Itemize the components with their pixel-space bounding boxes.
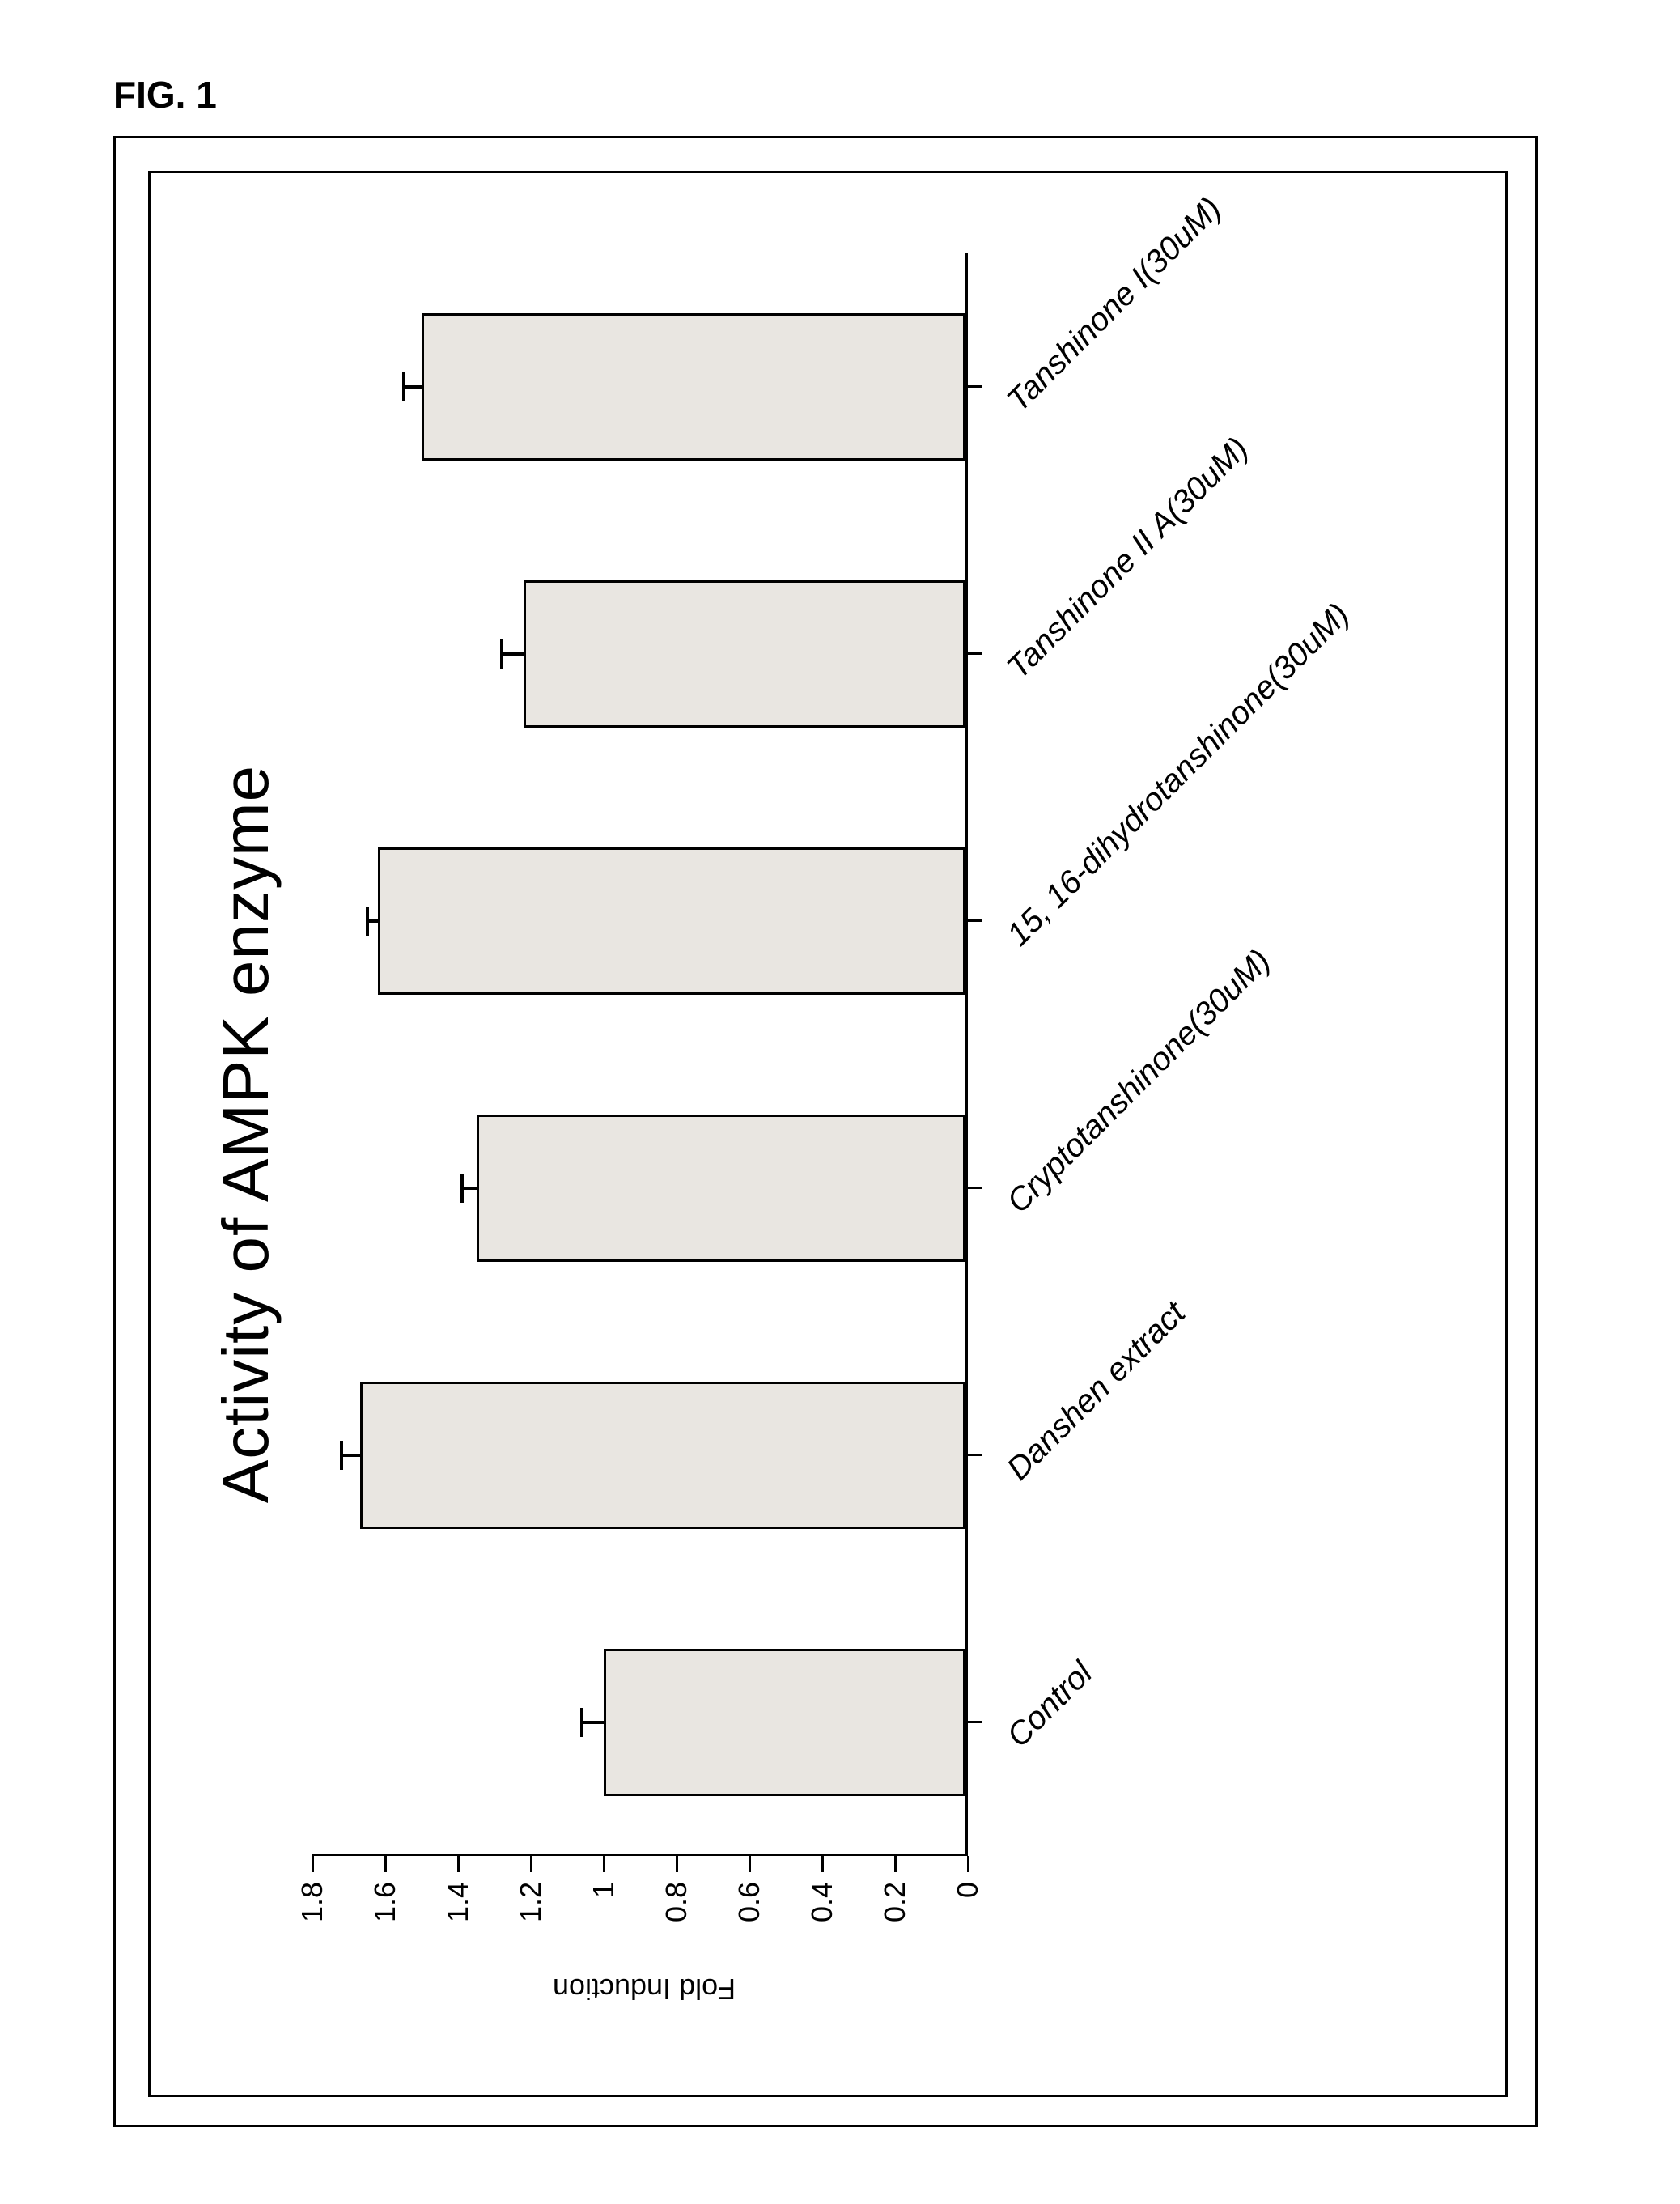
x-tick-label: Danshen extract xyxy=(1000,1295,1193,1488)
inner-border: Activity of AMPK enzyme Fold Induction 0… xyxy=(148,171,1508,2097)
error-bar-stem xyxy=(502,652,524,656)
y-axis-label: Fold Induction xyxy=(553,1972,736,2006)
x-tick xyxy=(965,1454,982,1456)
x-tick-label: Tanshinone I(30uM) xyxy=(1000,190,1228,418)
error-bar-cap xyxy=(340,1441,343,1470)
y-tick-label: 0.2 xyxy=(878,1882,912,1979)
error-bar-stem xyxy=(462,1187,477,1190)
x-tick xyxy=(965,652,982,655)
x-tick xyxy=(965,1187,982,1189)
x-tick-label: Control xyxy=(1000,1655,1100,1755)
y-tick xyxy=(384,1856,387,1872)
chart-title: Activity of AMPK enzyme xyxy=(209,173,283,2095)
y-tick xyxy=(312,1856,314,1872)
y-tick-label: 1.6 xyxy=(368,1882,402,1979)
x-tick-label: Tanshinone II A(30uM) xyxy=(1000,431,1256,686)
bar xyxy=(360,1382,966,1529)
x-tick xyxy=(965,1721,982,1723)
x-tick xyxy=(965,385,982,388)
bars-container xyxy=(312,253,968,1856)
error-bar-cap xyxy=(366,907,369,936)
y-tick xyxy=(821,1856,824,1872)
outer-border: Activity of AMPK enzyme Fold Induction 0… xyxy=(113,136,1538,2127)
error-bar-stem xyxy=(367,919,379,923)
y-tick xyxy=(749,1856,751,1872)
figure-label: FIG. 1 xyxy=(113,73,1583,117)
error-bar-cap xyxy=(402,372,405,401)
error-bar-stem xyxy=(342,1454,360,1457)
x-tick-label: Cryptotanshinone(30uM) xyxy=(1000,943,1278,1221)
bar xyxy=(604,1649,965,1796)
y-tick xyxy=(967,1856,969,1872)
error-bar-cap xyxy=(460,1174,464,1203)
page: FIG. 1 Activity of AMPK enzyme Fold Indu… xyxy=(0,0,1680,2204)
bar xyxy=(477,1115,966,1262)
bar xyxy=(524,580,965,728)
y-tick xyxy=(676,1856,678,1872)
y-tick-label: 0.4 xyxy=(805,1882,839,1979)
error-bar-stem xyxy=(582,1721,604,1724)
error-bar-stem xyxy=(404,385,422,389)
y-tick-label: 0.8 xyxy=(660,1882,694,1979)
y-tick-label: 0.6 xyxy=(732,1882,766,1979)
bar xyxy=(378,847,965,995)
y-tick-label: 1.8 xyxy=(295,1882,329,1979)
rotated-figure: Activity of AMPK enzyme Fold Induction 0… xyxy=(116,138,1538,2127)
bar xyxy=(422,313,965,461)
plot-area: 00.20.40.60.811.21.41.61.8 xyxy=(312,253,968,1856)
y-tick-label: 0 xyxy=(951,1882,985,1979)
y-tick xyxy=(603,1856,605,1872)
x-labels: Control Danshen extract Cryptotanshinone(3… xyxy=(1000,253,1486,1856)
error-bar-cap xyxy=(500,639,503,669)
y-tick-label: 1 xyxy=(587,1882,621,1979)
error-bar-cap xyxy=(580,1708,583,1737)
y-tick xyxy=(530,1856,532,1872)
x-tick xyxy=(965,919,982,922)
y-tick-label: 1.2 xyxy=(514,1882,548,1979)
y-tick xyxy=(894,1856,897,1872)
y-tick xyxy=(457,1856,460,1872)
y-tick-label: 1.4 xyxy=(441,1882,475,1979)
